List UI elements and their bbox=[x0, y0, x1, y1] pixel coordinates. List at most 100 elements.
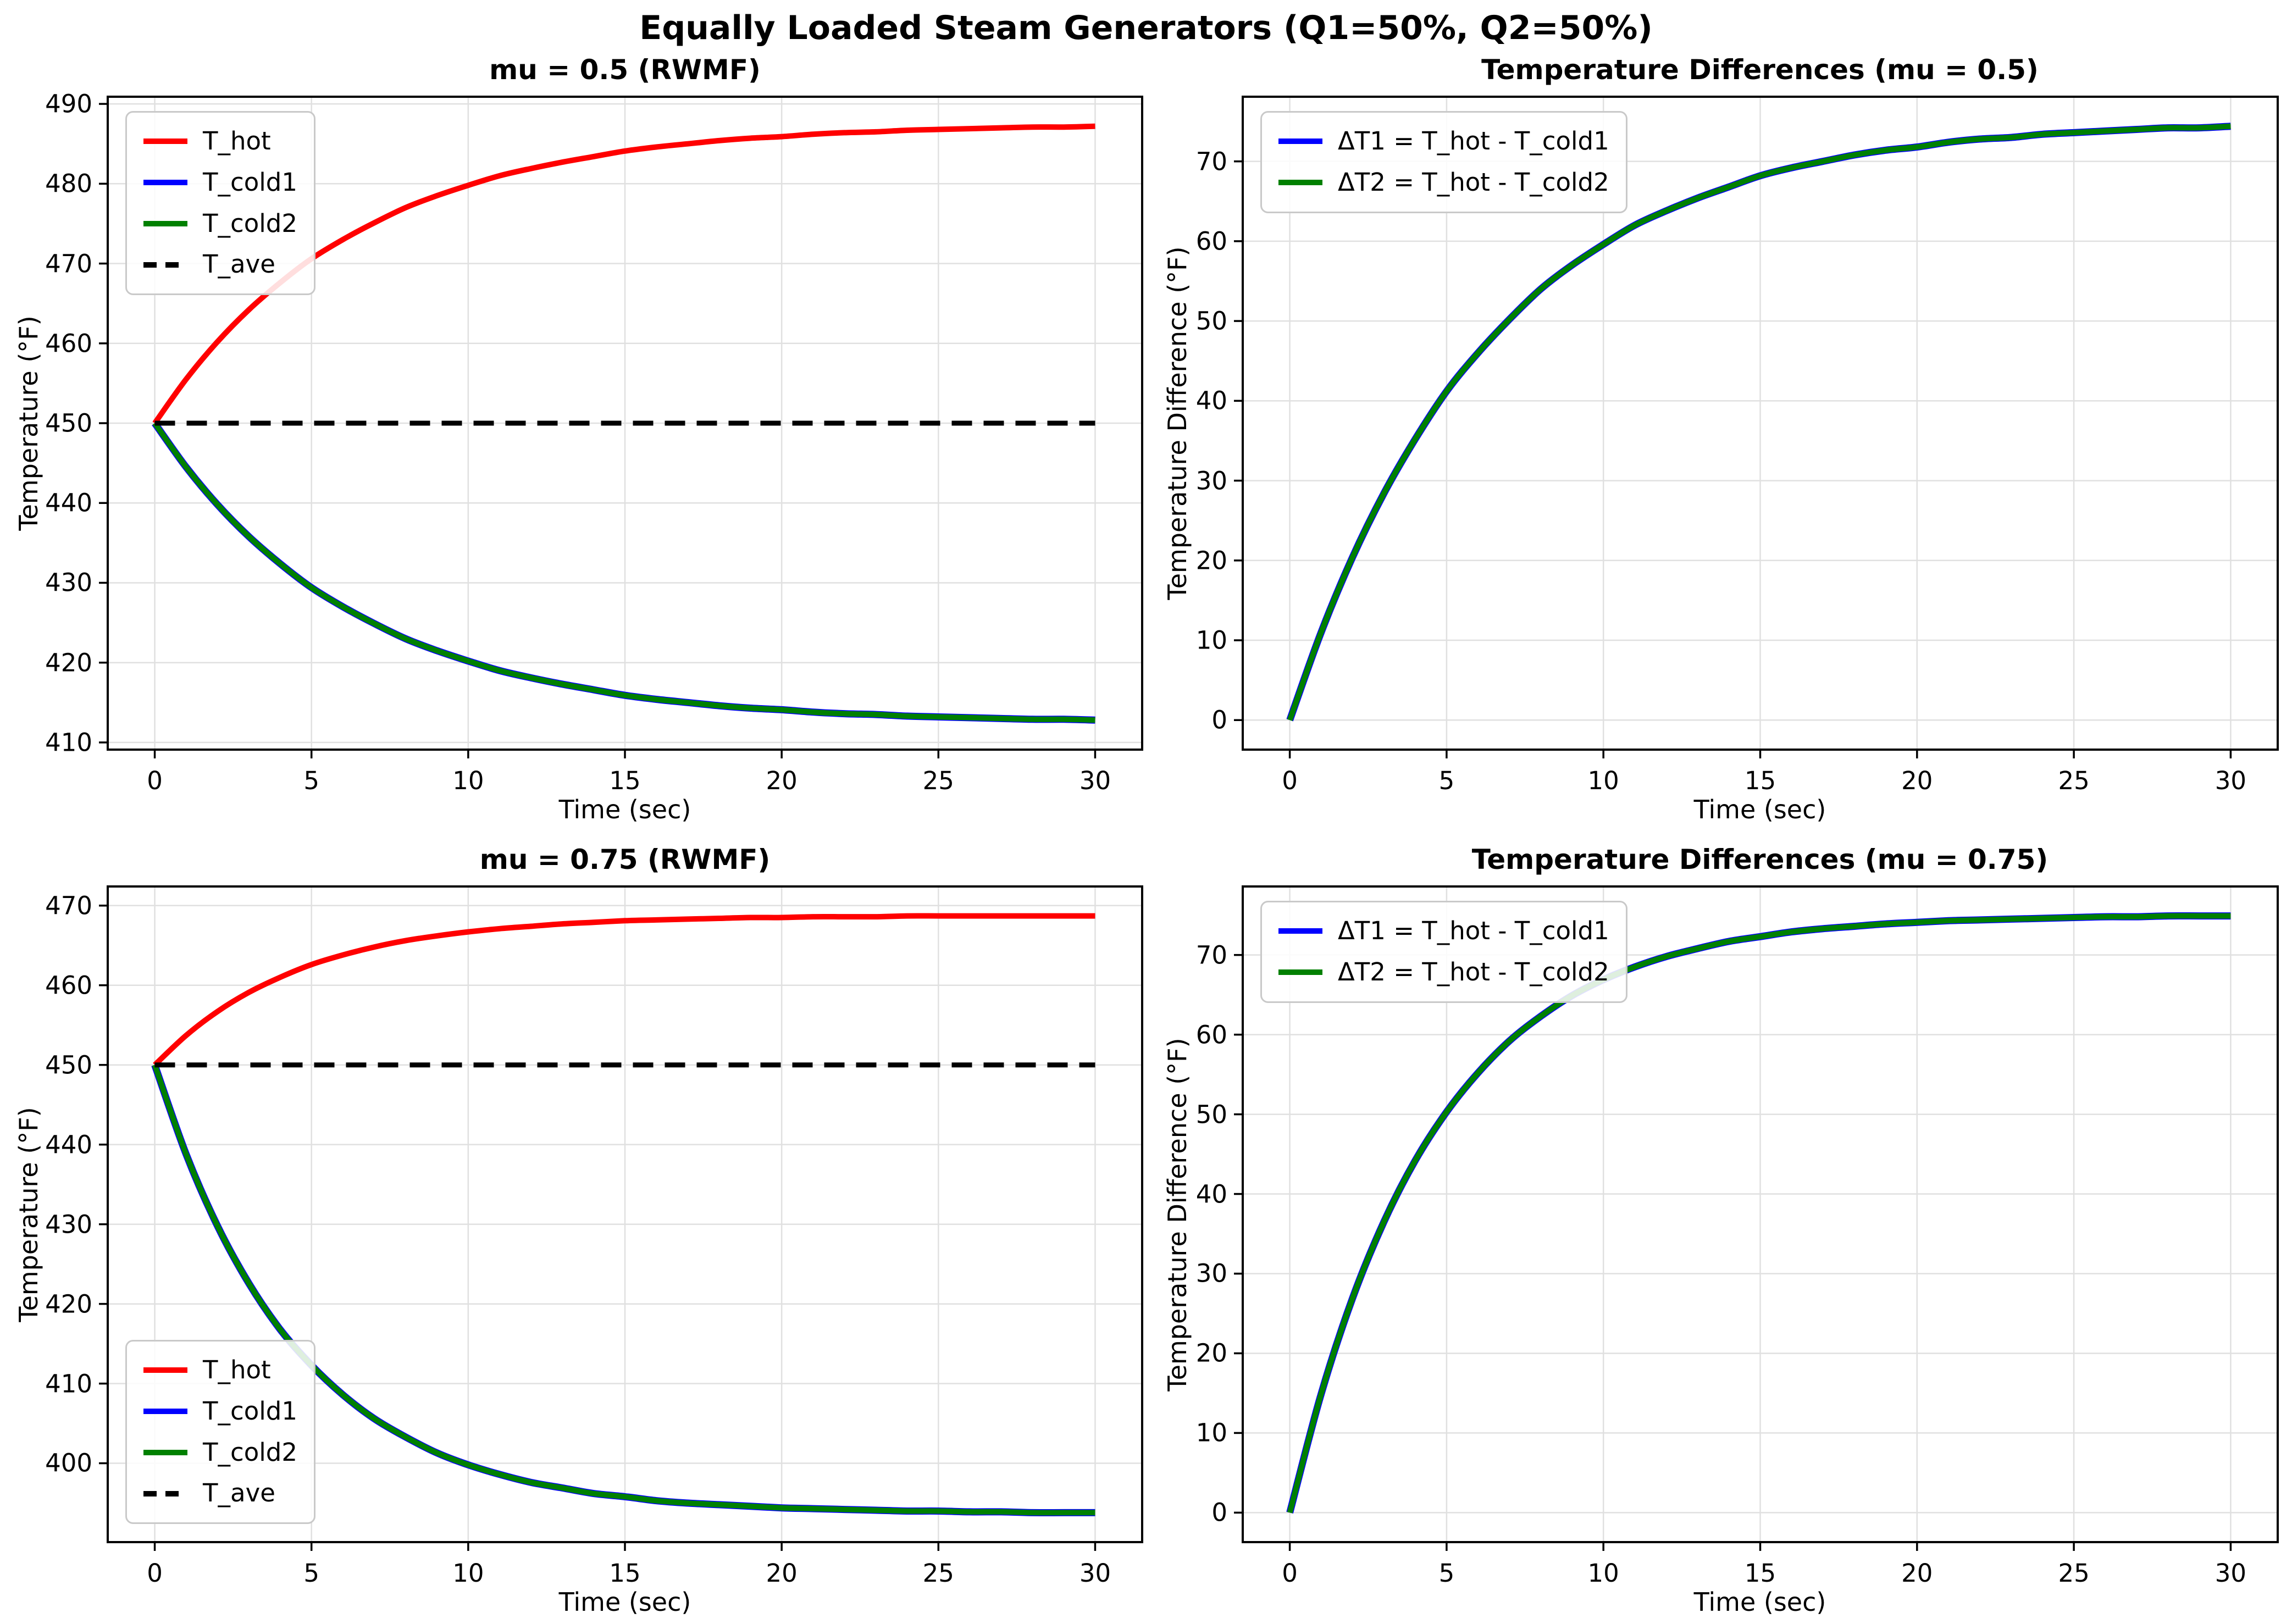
x-axis-label: Time (sec) bbox=[1693, 795, 1826, 824]
y-tick-label: 450 bbox=[45, 1050, 92, 1080]
y-tick-label: 20 bbox=[1195, 1338, 1227, 1368]
t-cold2-line bbox=[152, 1064, 1095, 1516]
x-tick-label: 20 bbox=[766, 1559, 798, 1588]
x-tick-label: 10 bbox=[452, 766, 484, 795]
y-tick-label: 430 bbox=[45, 568, 92, 597]
y-tick-label: 30 bbox=[1195, 1259, 1227, 1288]
y-tick-label: 40 bbox=[1195, 1179, 1227, 1209]
y-tick-label: 480 bbox=[45, 169, 92, 198]
y-tick-label: 430 bbox=[45, 1210, 92, 1239]
t-hot-swatch-icon bbox=[143, 138, 187, 145]
legend: ΔT1 = T_hot - T_cold1 ΔT2 = T_hot - T_col… bbox=[1260, 111, 1627, 213]
t-cold1-swatch-icon bbox=[143, 180, 187, 186]
y-tick-label: 460 bbox=[45, 329, 92, 358]
x-axis-label: Time (sec) bbox=[558, 795, 691, 824]
figure-suptitle: Equally Loaded Steam Generators (Q1=50%,… bbox=[639, 9, 1653, 47]
x-tick-label: 5 bbox=[1438, 766, 1455, 795]
y-tick-label: 410 bbox=[45, 1369, 92, 1399]
y-axis-label: Temperature Difference (°F) bbox=[1162, 246, 1192, 600]
legend-item: T_cold1 bbox=[143, 1395, 297, 1428]
x-tick-label: 25 bbox=[2058, 766, 2090, 795]
x-tick-label: 25 bbox=[922, 766, 954, 795]
x-tick-label: 20 bbox=[766, 766, 798, 795]
x-tick-label: 20 bbox=[1901, 766, 1933, 795]
legend-label: T_ave bbox=[203, 1478, 275, 1508]
y-tick-label: 0 bbox=[1211, 705, 1227, 735]
x-tick-label: 25 bbox=[2058, 1559, 2090, 1588]
t-ave-swatch-icon bbox=[143, 1490, 187, 1496]
x-tick-label: 5 bbox=[1438, 1559, 1455, 1588]
legend-item: T_cold2 bbox=[143, 207, 297, 241]
legend-label: ΔT2 = T_hot - T_cold2 bbox=[1338, 167, 1609, 197]
subplot-title-mu075-temps: mu = 0.75 (RWMF) bbox=[479, 844, 771, 875]
legend-item: ΔT2 = T_hot - T_cold2 bbox=[1278, 166, 1609, 199]
y-tick-label: 470 bbox=[45, 891, 92, 921]
x-tick-label: 0 bbox=[147, 766, 163, 795]
y-axis-label: Temperature (°F) bbox=[14, 1107, 43, 1322]
legend-label: ΔT1 = T_hot - T_cold1 bbox=[1338, 126, 1609, 156]
t1-t-hot-t-cold1-swatch-icon bbox=[1278, 138, 1322, 145]
legend-item: T_cold1 bbox=[143, 166, 297, 199]
y-axis-label: Temperature (°F) bbox=[14, 315, 43, 531]
legend-label: T_cold1 bbox=[203, 167, 297, 197]
t2-t-hot-t-cold2-line bbox=[1287, 913, 2231, 1514]
x-tick-label: 15 bbox=[609, 766, 641, 795]
y-tick-label: 450 bbox=[45, 408, 92, 438]
t1-t-hot-t-cold1-swatch-icon bbox=[1278, 928, 1322, 934]
x-axis-label: Time (sec) bbox=[1693, 1587, 1826, 1617]
y-tick-label: 10 bbox=[1195, 625, 1227, 655]
legend-label: T_ave bbox=[203, 250, 275, 279]
y-tick-label: 400 bbox=[45, 1448, 92, 1478]
y-tick-label: 440 bbox=[45, 488, 92, 518]
y-tick-label: 420 bbox=[45, 1289, 92, 1319]
t2-t-hot-t-cold2-line bbox=[1287, 123, 2231, 721]
x-tick-label: 25 bbox=[922, 1559, 954, 1588]
subplot-title-mu075-diffs: Temperature Differences (mu = 0.75) bbox=[1471, 844, 2049, 875]
legend-item: ΔT1 = T_hot - T_cold1 bbox=[1278, 914, 1609, 948]
t2-t-hot-t-cold2-swatch-icon bbox=[1278, 969, 1322, 975]
legend-item: ΔT1 = T_hot - T_cold1 bbox=[1278, 125, 1609, 158]
y-tick-label: 490 bbox=[45, 89, 92, 119]
t-cold2-swatch-icon bbox=[143, 1449, 187, 1455]
y-tick-label: 420 bbox=[45, 648, 92, 678]
y-tick-label: 60 bbox=[1195, 1020, 1227, 1050]
x-tick-label: 15 bbox=[609, 1559, 641, 1588]
x-tick-label: 20 bbox=[1901, 1559, 1933, 1588]
x-tick-label: 10 bbox=[1587, 1559, 1619, 1588]
x-tick-label: 30 bbox=[2215, 1559, 2247, 1588]
legend-item: T_hot bbox=[143, 125, 297, 158]
x-tick-label: 30 bbox=[1079, 766, 1111, 795]
x-tick-label: 15 bbox=[1744, 1559, 1776, 1588]
y-tick-label: 20 bbox=[1195, 546, 1227, 575]
x-tick-label: 0 bbox=[1282, 1559, 1298, 1588]
t-hot-swatch-icon bbox=[143, 1367, 187, 1373]
x-tick-label: 10 bbox=[1587, 766, 1619, 795]
x-tick-label: 30 bbox=[1079, 1559, 1111, 1588]
legend-item: T_ave bbox=[143, 1477, 297, 1510]
y-tick-label: 70 bbox=[1195, 940, 1227, 970]
t-cold2-swatch-icon bbox=[143, 220, 187, 226]
legend: T_hot T_cold1 T_cold2 T_ave bbox=[125, 111, 315, 295]
t-ave-swatch-icon bbox=[143, 262, 187, 268]
y-tick-label: 440 bbox=[45, 1130, 92, 1160]
subplot-title-mu05-temps: mu = 0.5 (RWMF) bbox=[489, 54, 761, 86]
legend-item: T_ave bbox=[143, 248, 297, 281]
x-tick-label: 15 bbox=[1744, 766, 1776, 795]
t-cold1-swatch-icon bbox=[143, 1409, 187, 1415]
subplot-title-mu05-diffs: Temperature Differences (mu = 0.5) bbox=[1481, 54, 2039, 86]
legend-label: ΔT2 = T_hot - T_cold2 bbox=[1338, 957, 1609, 986]
legend: T_hot T_cold1 T_cold2 T_ave bbox=[125, 1340, 315, 1524]
t-hot-line bbox=[153, 913, 1095, 1067]
legend: ΔT1 = T_hot - T_cold1 ΔT2 = T_hot - T_col… bbox=[1260, 901, 1627, 1003]
x-tick-label: 5 bbox=[303, 1559, 320, 1588]
y-tick-label: 50 bbox=[1195, 306, 1227, 336]
t-cold2-line bbox=[152, 422, 1095, 723]
y-tick-label: 0 bbox=[1211, 1498, 1227, 1527]
legend-label: ΔT1 = T_hot - T_cold1 bbox=[1338, 916, 1609, 945]
y-axis-label: Temperature Difference (°F) bbox=[1162, 1038, 1192, 1392]
legend-item: ΔT2 = T_hot - T_cold2 bbox=[1278, 956, 1609, 989]
legend-label: T_hot bbox=[203, 1355, 271, 1384]
t2-t-hot-t-cold2-swatch-icon bbox=[1278, 180, 1322, 186]
